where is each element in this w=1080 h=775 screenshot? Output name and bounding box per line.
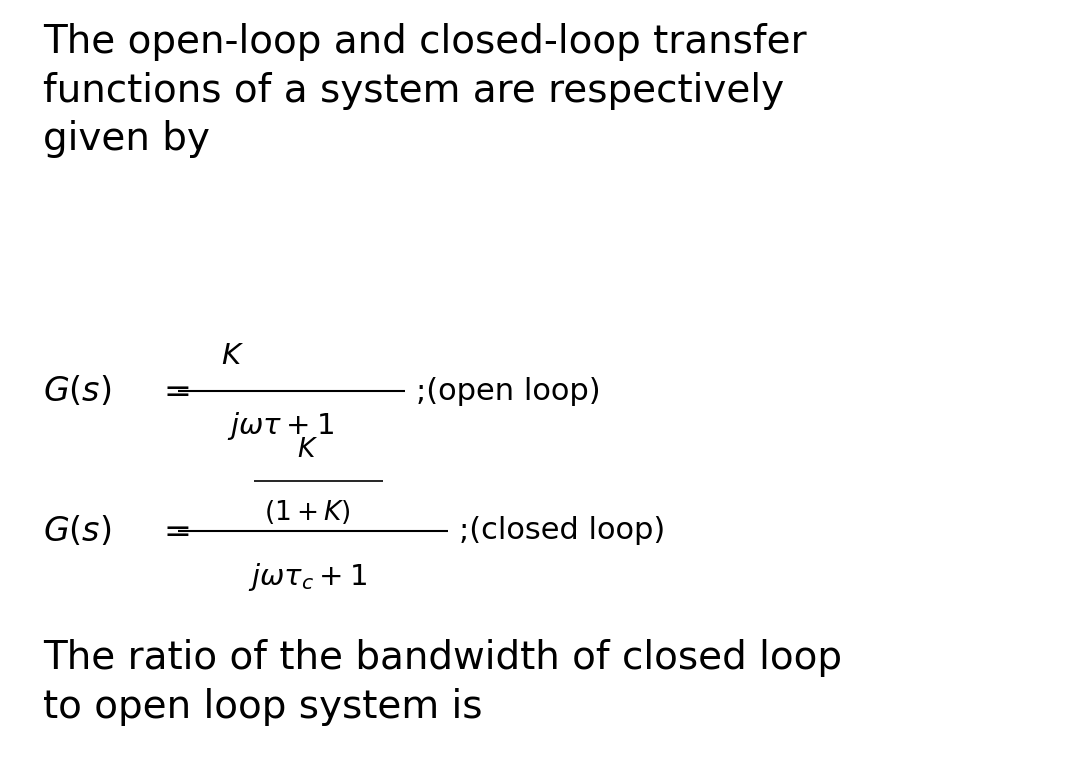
Text: $(1+K)$: $(1+K)$ xyxy=(265,498,351,525)
Text: $K$: $K$ xyxy=(220,343,244,370)
Text: $=$: $=$ xyxy=(157,515,189,547)
Text: $K$: $K$ xyxy=(297,437,319,462)
Text: The ratio of the bandwidth of closed loop
to open loop system is: The ratio of the bandwidth of closed loo… xyxy=(43,639,842,726)
Text: $G(s)$: $G(s)$ xyxy=(43,374,111,408)
Text: $j\omega\tau_c + 1$: $j\omega\tau_c + 1$ xyxy=(248,561,367,594)
Text: ;(closed loop): ;(closed loop) xyxy=(459,516,665,546)
Text: The open-loop and closed-loop transfer
functions of a system are respectively
gi: The open-loop and closed-loop transfer f… xyxy=(43,23,807,158)
Text: $G(s)$: $G(s)$ xyxy=(43,514,111,548)
Text: $j\omega\tau + 1$: $j\omega\tau + 1$ xyxy=(227,410,335,443)
Text: $=$: $=$ xyxy=(157,375,189,408)
Text: ;(open loop): ;(open loop) xyxy=(416,377,600,406)
